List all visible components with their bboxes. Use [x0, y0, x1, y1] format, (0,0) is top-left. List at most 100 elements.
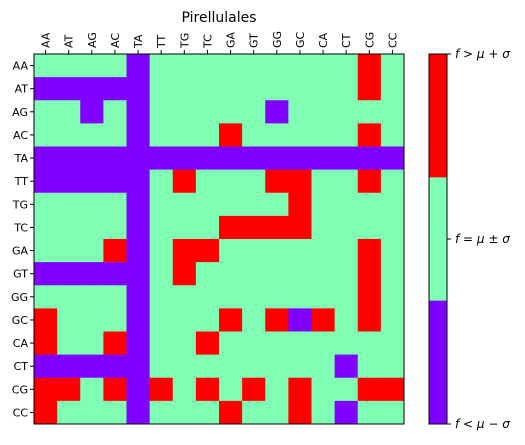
- heatmap-cell-GA-GT: [242, 239, 266, 263]
- y-tick-label: CG: [12, 383, 28, 396]
- heatmap-cell-TC-GG: [265, 215, 289, 240]
- heatmap-cell-GC-AA: [34, 308, 58, 332]
- heatmap-cell-TT-TC: [195, 169, 220, 194]
- heatmap-cell-AG-AG: [80, 100, 104, 124]
- y-tick-label: AC: [13, 129, 28, 142]
- heatmap-cell-CT-CA: [311, 354, 336, 379]
- heatmap-cell-TC-CG: [357, 215, 382, 240]
- heatmap-cell-GG-AT: [57, 285, 81, 309]
- heatmap-cell-CC-AC: [103, 400, 127, 425]
- heatmap-cell-CA-AA: [34, 331, 58, 356]
- heatmap-cell-GC-GG: [265, 308, 289, 332]
- heatmap-cell-AT-GC: [288, 77, 312, 101]
- heatmap-cell-CA-CA: [311, 331, 336, 356]
- heatmap-cell-AC-CT: [334, 123, 359, 147]
- y-tick-label: GG: [11, 291, 28, 304]
- heatmap-cell-AT-TG: [172, 77, 197, 101]
- heatmap-cell-TA-TA: [126, 146, 151, 171]
- heatmap-cell-AT-CC: [380, 77, 405, 101]
- heatmap-cells: [34, 54, 405, 425]
- heatmap-cell-AC-GT: [242, 123, 266, 147]
- heatmap-cell-GG-AG: [80, 285, 104, 309]
- heatmap-cell-TA-AG: [80, 146, 104, 171]
- heatmap-cell-TA-AT: [57, 146, 81, 171]
- heatmap-cell-CA-TG: [172, 331, 197, 356]
- heatmap-cell-GA-TT: [149, 239, 174, 263]
- heatmap-cell-AC-AG: [80, 123, 104, 147]
- heatmap-cell-GT-GC: [288, 262, 312, 286]
- heatmap-cell-AC-TC: [195, 123, 220, 147]
- heatmap-cell-AC-GG: [265, 123, 289, 147]
- heatmap-cell-TT-CC: [380, 169, 405, 194]
- heatmap-cell-AT-CT: [334, 77, 359, 101]
- heatmap-cell-GG-GG: [265, 285, 289, 309]
- heatmap-cell-CC-CA: [311, 400, 336, 425]
- heatmap-cell-CC-TT: [149, 400, 174, 425]
- heatmap-cell-AA-CC: [380, 54, 405, 78]
- heatmap-cell-GG-GA: [219, 285, 243, 309]
- x-tick-label: CT: [340, 33, 353, 48]
- heatmap-cell-GC-GT: [242, 308, 266, 332]
- heatmap-cell-AA-CG: [357, 54, 382, 78]
- heatmap-cell-GT-TC: [195, 262, 220, 286]
- colorbar-segment-below: [429, 300, 447, 425]
- heatmap-cell-CC-CG: [357, 400, 382, 425]
- heatmap-cell-AT-AA: [34, 77, 58, 101]
- heatmap-cell-TT-TG: [172, 169, 197, 194]
- heatmap-cell-GC-CA: [311, 308, 336, 332]
- chart-title: Pirellulales: [181, 10, 256, 26]
- heatmap-cell-TC-GA: [219, 215, 243, 240]
- heatmap-cell-CA-TT: [149, 331, 174, 356]
- heatmap-cell-TA-CT: [334, 146, 359, 171]
- colorbar-label: f < μ − σ: [455, 417, 510, 431]
- heatmap-cell-CG-CG: [357, 377, 382, 402]
- heatmap-cell-AA-GG: [265, 54, 289, 78]
- x-tick-label: AA: [40, 32, 53, 48]
- heatmap-cell-CG-AA: [34, 377, 58, 402]
- heatmap-cell-TC-TG: [172, 215, 197, 240]
- heatmap-cell-TG-AG: [80, 192, 104, 217]
- heatmap-cell-TG-GT: [242, 192, 266, 217]
- heatmap-cell-GA-GC: [288, 239, 312, 263]
- heatmap-cell-GT-TT: [149, 262, 174, 286]
- heatmap-cell-CT-GG: [265, 354, 289, 379]
- heatmap-cell-GA-GA: [219, 239, 243, 263]
- heatmap-cell-TC-CA: [311, 215, 336, 240]
- heatmap-cell-GT-AT: [57, 262, 81, 286]
- heatmap-cell-TC-GT: [242, 215, 266, 240]
- heatmap-cell-CA-GC: [288, 331, 312, 356]
- heatmap-cell-TT-AC: [103, 169, 127, 194]
- heatmap-cell-CA-CC: [380, 331, 405, 356]
- heatmap-cell-TG-TT: [149, 192, 174, 217]
- heatmap-cell-GC-AT: [57, 308, 81, 332]
- heatmap-cell-GT-GT: [242, 262, 266, 286]
- heatmap-cell-CT-CG: [357, 354, 382, 379]
- heatmap-cell-CT-GA: [219, 354, 243, 379]
- heatmap-cell-TA-CG: [357, 146, 382, 171]
- x-tick-label: CC: [386, 32, 399, 48]
- heatmap-cell-TG-AT: [57, 192, 81, 217]
- heatmap-cell-AG-AC: [103, 100, 127, 124]
- heatmap-cell-GA-TG: [172, 239, 197, 263]
- heatmap-cell-AC-CC: [380, 123, 405, 147]
- heatmap-cell-GG-CA: [311, 285, 336, 309]
- heatmap-cell-GA-CC: [380, 239, 405, 263]
- heatmap-cell-GT-CC: [380, 262, 405, 286]
- y-tick-label: AG: [12, 106, 28, 119]
- heatmap-cell-TA-CA: [311, 146, 336, 171]
- heatmap-cell-GT-CT: [334, 262, 359, 286]
- heatmap-cell-TG-CT: [334, 192, 359, 217]
- heatmap-cell-AT-TC: [195, 77, 220, 101]
- x-tick-label: GC: [294, 31, 307, 48]
- heatmap-cell-CG-GT: [242, 377, 266, 402]
- heatmap-cell-TT-TA: [126, 169, 151, 194]
- heatmap-cell-CT-TC: [195, 354, 220, 379]
- heatmap-cell-CC-TA: [126, 400, 151, 425]
- heatmap-cell-TG-AC: [103, 192, 127, 217]
- heatmap-cell-AG-TC: [195, 100, 220, 124]
- y-tick-label: TG: [12, 198, 28, 211]
- heatmap-cell-AC-TG: [172, 123, 197, 147]
- heatmap-cell-TA-CC: [380, 146, 405, 171]
- heatmap-cell-AG-GT: [242, 100, 266, 124]
